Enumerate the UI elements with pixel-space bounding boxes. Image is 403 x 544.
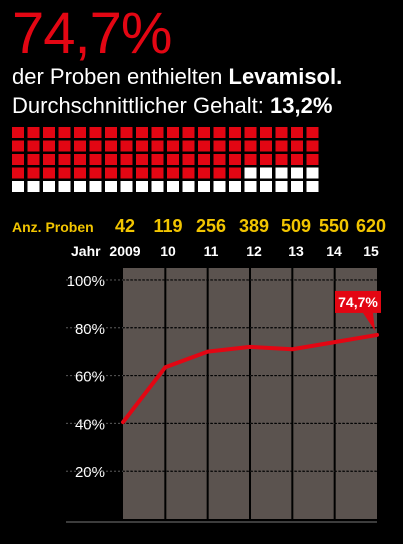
y-tick-label: 60%: [75, 369, 105, 386]
y-tick-label: 80%: [75, 321, 105, 338]
y-tick-label: 20%: [75, 464, 105, 481]
y-tick-label: 40%: [75, 416, 105, 433]
y-tick-label: 100%: [67, 273, 105, 290]
annotation-label: 74,7%: [338, 294, 378, 310]
